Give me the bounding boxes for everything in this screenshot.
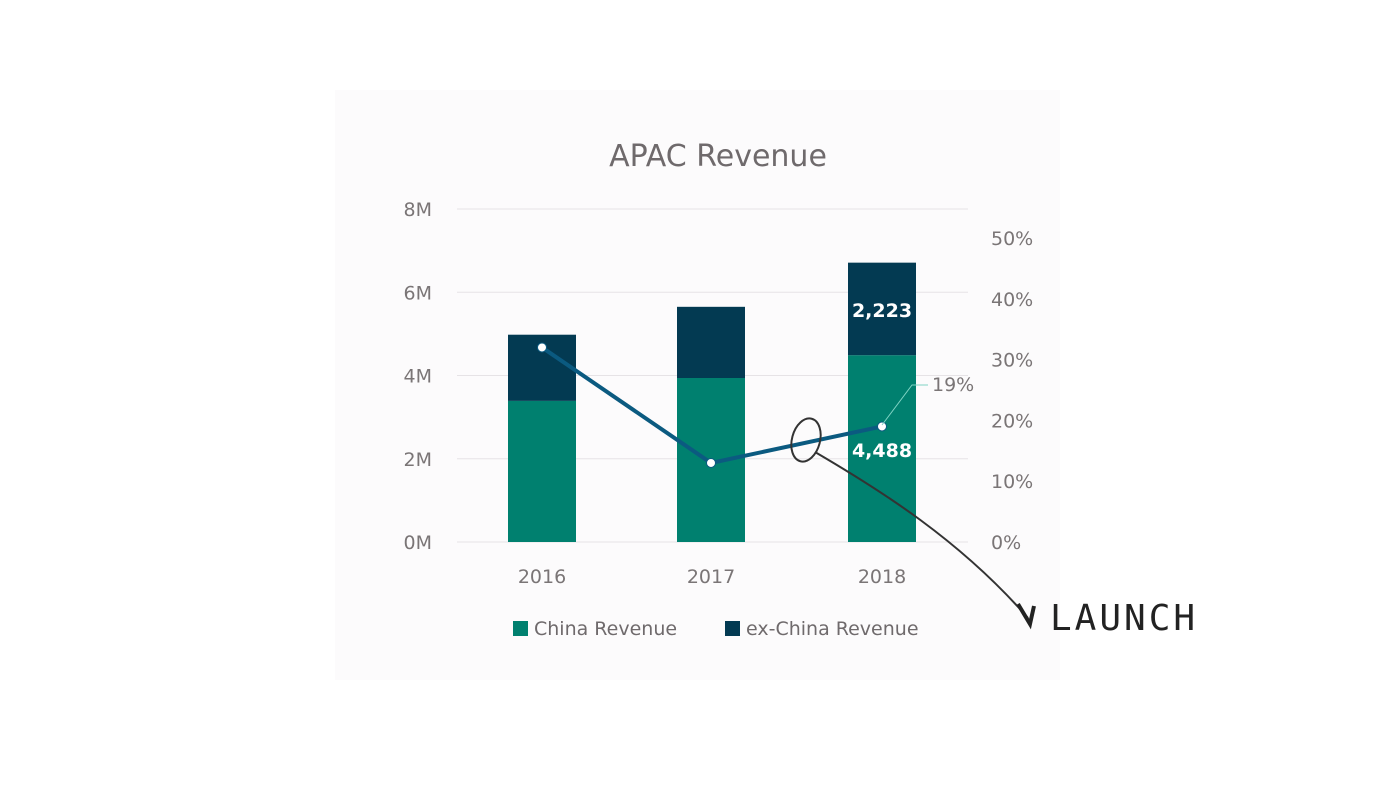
left-axis-tick: 2M [404, 449, 432, 471]
growth-point-2018 [877, 421, 887, 432]
right-axis-tick: 30% [991, 350, 1033, 372]
legend-swatch-exchina [725, 621, 740, 636]
annotation-arrow [814, 451, 1029, 619]
right-axis-tick: 20% [991, 410, 1033, 432]
chart-title: APAC Revenue [609, 139, 827, 174]
bar-ex-china-revenue-2017 [677, 306, 745, 378]
data-label-china-2018: 4,488 [852, 440, 912, 462]
right-axis-tick: 10% [991, 471, 1033, 493]
x-axis-tick: 2016 [518, 566, 566, 588]
data-label-growth-2018: 19% [932, 374, 974, 396]
growth-point-2016 [537, 342, 547, 353]
leader-line [881, 384, 928, 426]
annotation-text: LAUNCH [1050, 598, 1198, 639]
right-axis-tick: 0% [991, 532, 1021, 554]
handdrawn-annotation: LAUNCH [790, 417, 1198, 639]
bar-ex-china-revenue-2018 [848, 262, 916, 356]
legend-swatch-china [513, 621, 528, 636]
x-axis-tick: 2018 [858, 566, 906, 588]
left-axis-tick: 6M [404, 282, 432, 304]
left-axis-tick: 8M [404, 199, 432, 221]
bar-china-revenue-2018 [848, 355, 916, 542]
left-axis-tick: 0M [404, 532, 432, 554]
data-label-exchina-2018: 2,223 [852, 300, 912, 322]
arrow-head-icon [1016, 602, 1036, 630]
growth-point-2017 [706, 457, 716, 468]
legend-label-exchina: ex-China Revenue [746, 618, 919, 640]
x-axis-tick: 2017 [687, 566, 735, 588]
bar-china-revenue-2016 [508, 400, 576, 542]
right-axis-tick: 50% [991, 228, 1033, 250]
right-axis-tick: 40% [991, 289, 1033, 311]
left-axis-tick: 4M [404, 366, 432, 388]
annotation-circle [790, 417, 822, 463]
legend-label-china: China Revenue [534, 618, 677, 640]
